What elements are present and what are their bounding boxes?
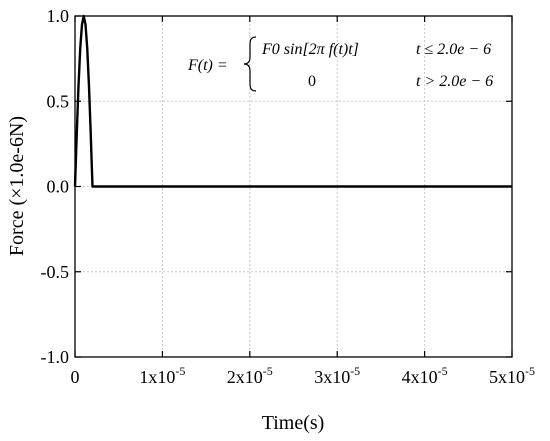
- y-tick-label: -0.5: [41, 262, 70, 282]
- x-tick-label: 4x10-5: [402, 364, 448, 387]
- y-tick-label: 0.0: [47, 177, 70, 197]
- x-axis-ticks: 0 1x10-5 2x10-5 3x10-5 4x10-5 5x10-5: [71, 16, 535, 387]
- y-tick-label: 0.5: [47, 91, 70, 111]
- x-tick-label: 1x10-5: [139, 364, 185, 387]
- case2-condition: t > 2.0e − 6: [416, 73, 493, 90]
- x-axis-label: Time(s): [262, 412, 325, 434]
- x-tick-label: 5x10-5: [489, 364, 535, 387]
- case2-expression: 0: [308, 73, 316, 90]
- series-line: [73, 14, 512, 188]
- brace-icon: [243, 36, 257, 92]
- y-axis-ticks: 1.0 0.5 0.0 -0.5 -1.0: [41, 6, 512, 367]
- x-tick-label: 0: [71, 367, 80, 387]
- series-group: [73, 14, 512, 188]
- equation-annotation: F(t) = F0 sin[2π f(t)t] t ≤ 2.0e − 6 0 t…: [187, 36, 493, 92]
- y-axis-label: Force (×1.0e-6N): [6, 116, 28, 256]
- equation-lhs: F(t) =: [187, 57, 228, 74]
- y-tick-label: -1.0: [41, 347, 70, 367]
- x-tick-label: 3x10-5: [314, 364, 360, 387]
- y-tick-label: 1.0: [47, 6, 70, 26]
- case1-condition: t ≤ 2.0e − 6: [416, 41, 491, 58]
- case1-expression: F0 sin[2π f(t)t]: [261, 41, 359, 58]
- x-tick-label: 2x10-5: [227, 364, 273, 387]
